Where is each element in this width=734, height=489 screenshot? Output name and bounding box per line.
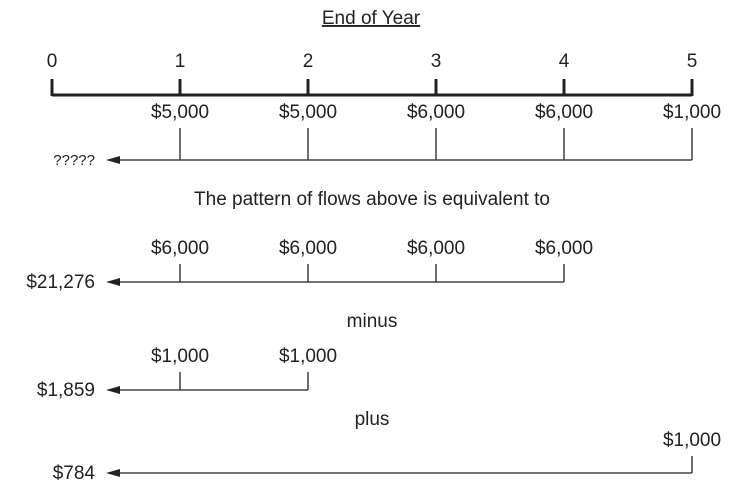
year-label: 5 [687,51,698,72]
flow-amount: $5,000 [279,102,337,123]
present-value: $784 [53,463,96,484]
arrow-head [106,278,120,286]
present-value: $21,276 [26,272,95,293]
title: End of Year [322,8,421,29]
flow-amount: $1,000 [279,346,337,367]
caption: The pattern of flows above is equivalent… [194,189,550,210]
flow-amount: $6,000 [279,238,337,259]
present-value: ????? [53,152,95,169]
flow-amount: $6,000 [407,238,465,259]
flow-amount: $5,000 [151,102,209,123]
flow-amount: $6,000 [535,238,593,259]
arrow-head [106,386,120,394]
flow-amount: $6,000 [535,102,593,123]
caption: plus [355,409,390,430]
arrow-head [106,469,120,477]
caption: minus [347,311,398,332]
flow-amount: $1,000 [663,102,721,123]
present-value: $1,859 [37,380,95,401]
year-label: 4 [559,51,570,72]
flow-amount: $1,000 [151,346,209,367]
flow-amount: $1,000 [663,430,721,451]
flow-amount: $6,000 [407,102,465,123]
year-label: 0 [47,51,58,72]
flow-amount: $6,000 [151,238,209,259]
arrow-head [106,156,120,164]
year-label: 1 [175,51,186,72]
year-label: 2 [303,51,314,72]
year-label: 3 [431,51,442,72]
